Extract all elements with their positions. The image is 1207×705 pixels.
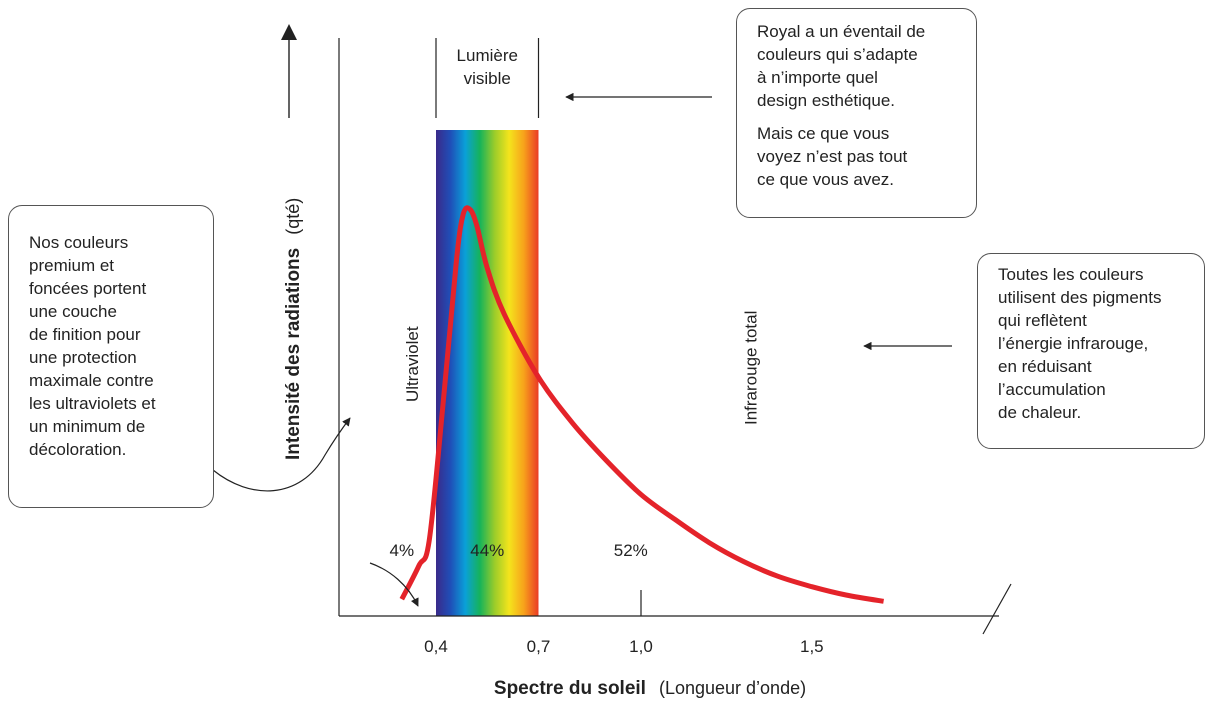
right-callout: Toutes les couleurs utilisent des pigment… xyxy=(977,253,1205,449)
left-callout-line-9: décoloration. xyxy=(29,440,127,459)
left-callout-connector xyxy=(212,417,351,492)
x-tick-label-1: 0,7 xyxy=(527,637,551,656)
x-tick-label-0: 0,4 xyxy=(424,637,448,656)
right-callout-line-5: l’accumulation xyxy=(998,380,1106,399)
percent-label-0: 4% xyxy=(390,541,415,560)
right-callout-line-1: utilisent des pigments xyxy=(998,288,1162,307)
percent-labels: 4% 44% 52% xyxy=(390,541,648,560)
top-callout-p2-line-2: ce que vous avez. xyxy=(757,170,895,189)
top-callout-p1-line-2: à n’importe quel xyxy=(757,68,878,87)
left-callout-line-3: une couche xyxy=(29,302,117,321)
right-callout-line-0: Toutes les couleurs xyxy=(998,265,1144,284)
y-axis-label-arrow-head xyxy=(281,24,297,40)
right-callout-line-6: de chaleur. xyxy=(998,403,1082,422)
left-callout-line-4: de finition pour xyxy=(29,325,141,344)
top-callout: Royal a un éventail de couleurs qui s’ada… xyxy=(736,8,977,218)
left-callout-line-8: un minimum de xyxy=(29,417,146,436)
left-callout: Nos couleurs premium et foncées portent une… xyxy=(8,205,214,508)
radiation-curve xyxy=(399,205,884,604)
uv-percent-arrow xyxy=(369,562,419,607)
region-labels: Ultraviolet Infrarouge total xyxy=(403,311,760,425)
left-callout-line-0: Nos couleurs xyxy=(29,233,129,252)
visible-label-line-1: Lumière xyxy=(457,46,518,65)
x-ticks: 0,4 0,7 1,0 1,5 xyxy=(424,590,824,656)
percent-label-2: 52% xyxy=(614,541,648,560)
left-callout-text: Nos couleurs premium et foncées portent une… xyxy=(29,231,213,461)
top-callout-p1-line-3: design esthétique. xyxy=(757,91,895,110)
visible-light-band xyxy=(436,130,539,616)
top-callout-p1-line-1: couleurs qui s’adapte xyxy=(757,45,918,64)
region-label-0: Ultraviolet xyxy=(403,326,422,402)
top-callout-p2-line-0: Mais ce que vous xyxy=(757,124,890,143)
y-axis-label-rest: (qté) xyxy=(283,198,303,235)
top-callout-p1-line-0: Royal a un éventail de xyxy=(757,22,926,41)
right-callout-text: Toutes les couleurs utilisent des pigment… xyxy=(998,263,1204,424)
x-tick-label-3: 1,5 xyxy=(800,637,824,656)
y-axis-label: Intensité des radiations (qté) xyxy=(283,198,304,460)
x-tick-label-2: 1,0 xyxy=(629,637,653,656)
left-callout-line-5: une protection xyxy=(29,348,137,367)
region-label-1: Infrarouge total xyxy=(741,311,760,425)
left-callout-line-1: premium et xyxy=(29,256,115,275)
top-callout-paragraph-2: Mais ce que vous voyez n’est pas tout ce q… xyxy=(757,122,976,191)
x-axis-label: Spectre du soleil (Longueur d’onde) xyxy=(494,678,806,699)
visible-label-line-2: visible xyxy=(464,69,511,88)
top-callout-p2-line-1: voyez n’est pas tout xyxy=(757,147,908,166)
left-callout-line-2: foncées portent xyxy=(29,279,147,298)
axis-break-mark xyxy=(982,583,1012,635)
x-axis-label-bold: Spectre du soleil xyxy=(494,678,646,699)
x-axis-label-rest: (Longueur d’onde) xyxy=(659,678,806,698)
percent-label-1: 44% xyxy=(470,541,504,560)
top-callout-paragraph-1: Royal a un éventail de couleurs qui s’ada… xyxy=(757,20,976,112)
right-callout-line-2: qui reflètent xyxy=(998,311,1087,330)
left-callout-line-7: les ultraviolets et xyxy=(29,394,156,413)
right-callout-line-3: l’énergie infrarouge, xyxy=(998,334,1149,353)
left-callout-line-6: maximale contre xyxy=(29,371,154,390)
y-axis-label-bold: Intensité des radiations xyxy=(283,248,304,460)
right-callout-line-4: en réduisant xyxy=(998,357,1092,376)
